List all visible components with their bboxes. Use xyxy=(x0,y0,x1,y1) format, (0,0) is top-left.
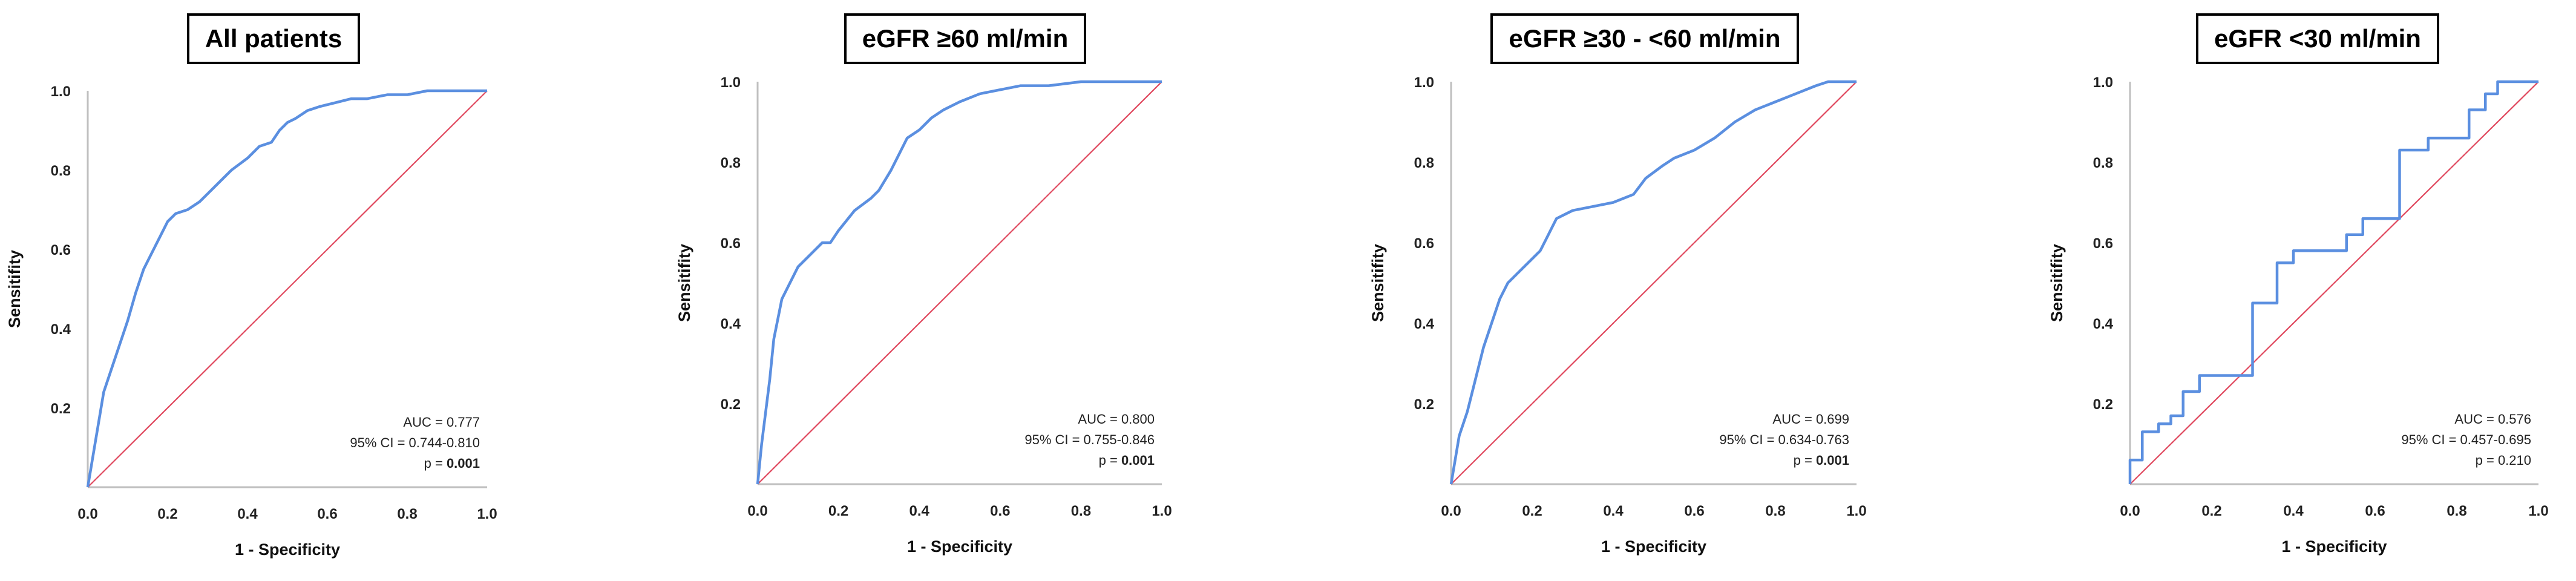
x-tick-label: 0.8 xyxy=(397,506,417,522)
y-tick-label: 0.8 xyxy=(51,163,71,179)
y-tick-label: 1.0 xyxy=(1414,74,1434,91)
ci-label: 95% CI = 0.744-0.810 xyxy=(350,435,480,450)
y-tick-label: 0.6 xyxy=(721,235,741,252)
roc-curve xyxy=(756,80,1162,485)
x-tick-label: 0.8 xyxy=(1071,503,1091,519)
x-tick-label: 1.0 xyxy=(1846,503,1866,519)
x-tick-label: 1.0 xyxy=(477,506,497,522)
x-tick-label: 0.4 xyxy=(909,503,930,519)
y-tick-label: 0.6 xyxy=(51,242,71,258)
y-tick-label: 0.6 xyxy=(1414,235,1434,252)
roc-curve xyxy=(86,89,487,488)
x-tick-label: 0.0 xyxy=(77,506,97,522)
reference-diagonal-line xyxy=(87,90,488,488)
ci-label: 95% CI = 0.755-0.846 xyxy=(1024,432,1155,447)
x-tick-label: 0.8 xyxy=(1765,503,1785,519)
y-axis-title: Sensitifity xyxy=(5,250,24,328)
y-tick-label: 0.2 xyxy=(51,401,71,417)
ci-label: 95% CI = 0.457-0.695 xyxy=(2401,432,2531,447)
reference-diagonal-line xyxy=(1450,81,1857,485)
auc-label: AUC = 0.576 xyxy=(2454,412,2531,427)
auc-label: AUC = 0.699 xyxy=(1772,412,1849,427)
y-axis-title: Sensitifity xyxy=(2048,244,2066,322)
x-tick-label: 0.2 xyxy=(1522,503,1542,519)
reference-diagonal-line xyxy=(757,81,1162,485)
x-axis-title: 1 - Specificity xyxy=(2281,537,2387,556)
y-tick-label: 0.4 xyxy=(51,321,71,338)
y-tick-label: 0.4 xyxy=(1414,316,1435,332)
panel-title: All patients xyxy=(186,13,361,64)
x-tick-label: 0.6 xyxy=(990,503,1010,519)
x-tick-label: 0.8 xyxy=(2447,503,2466,519)
y-tick-label: 0.6 xyxy=(2093,235,2113,252)
y-tick-label: 0.4 xyxy=(721,316,741,332)
x-tick-label: 1.0 xyxy=(2528,503,2548,519)
panel-title: eGFR ≥30 - <60 ml/min xyxy=(1490,13,1799,64)
reference-diagonal-line xyxy=(2129,81,2539,485)
x-tick-label: 0.2 xyxy=(828,503,848,519)
p-value-label: p = 0.001 xyxy=(1099,453,1155,468)
x-axis-title: 1 - Specificity xyxy=(907,537,1012,556)
p-value-label: p = 0.001 xyxy=(424,456,480,471)
x-tick-label: 0.4 xyxy=(2283,503,2304,519)
y-tick-label: 0.8 xyxy=(1414,155,1434,171)
x-tick-label: 0.0 xyxy=(747,503,767,519)
x-tick-label: 1.0 xyxy=(1152,503,1172,519)
x-tick-label: 0.0 xyxy=(2120,503,2140,519)
panel-title: eGFR <30 ml/min xyxy=(2196,13,2439,64)
x-tick-label: 0.4 xyxy=(1603,503,1624,519)
y-tick-label: 0.8 xyxy=(2093,155,2113,171)
p-value-prefix: p = xyxy=(424,456,447,471)
x-axis-title: 1 - Specificity xyxy=(1601,537,1706,556)
y-tick-label: 0.8 xyxy=(721,155,741,171)
y-tick-label: 0.2 xyxy=(2093,396,2113,413)
p-value-prefix: p = xyxy=(1794,453,1816,468)
p-value-label: p = 0.210 xyxy=(2476,453,2531,468)
x-axis-title: 1 - Specificity xyxy=(235,540,340,559)
p-value-number: 0.001 xyxy=(447,456,480,471)
p-value-label: p = 0.001 xyxy=(1794,453,1849,468)
auc-label: AUC = 0.800 xyxy=(1078,412,1155,427)
p-value-number: 0.001 xyxy=(1121,453,1155,468)
roc-curve xyxy=(2128,80,2538,484)
roc-curve xyxy=(1449,80,1857,485)
x-tick-label: 0.0 xyxy=(1441,503,1461,519)
panel-title: eGFR ≥60 ml/min xyxy=(844,13,1087,64)
y-tick-label: 1.0 xyxy=(51,84,71,100)
p-value-number: 0.210 xyxy=(2498,453,2531,468)
p-value-prefix: p = xyxy=(1099,453,1121,468)
x-tick-label: 0.2 xyxy=(157,506,177,522)
y-tick-label: 0.2 xyxy=(1414,396,1434,413)
y-tick-label: 1.0 xyxy=(721,74,741,91)
y-tick-label: 0.4 xyxy=(2093,316,2114,332)
y-tick-label: 0.2 xyxy=(721,396,741,413)
x-tick-label: 0.2 xyxy=(2201,503,2221,519)
y-axis-title: Sensitifity xyxy=(675,244,693,322)
x-tick-label: 0.4 xyxy=(237,506,258,522)
p-value-number: 0.001 xyxy=(1816,453,1849,468)
x-tick-label: 0.6 xyxy=(1684,503,1704,519)
p-value-prefix: p = xyxy=(2476,453,2498,468)
y-tick-label: 1.0 xyxy=(2093,74,2113,91)
y-axis-title: Sensitifity xyxy=(1369,244,1387,322)
x-tick-label: 0.6 xyxy=(2365,503,2385,519)
x-tick-label: 0.6 xyxy=(317,506,337,522)
ci-label: 95% CI = 0.634-0.763 xyxy=(1719,432,1849,447)
auc-label: AUC = 0.777 xyxy=(403,415,480,430)
